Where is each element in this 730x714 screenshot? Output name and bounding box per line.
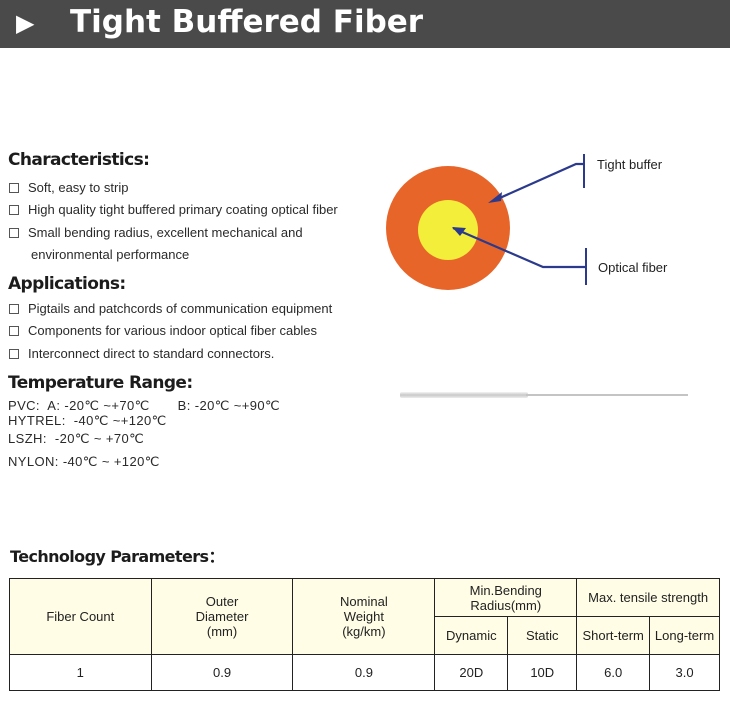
applications-heading: Applications: [8, 274, 126, 294]
table-header-row: Fiber Count Outer Diameter (mm) Nominal … [9, 578, 720, 655]
checkbox-icon [9, 348, 19, 359]
cell-fiber-count: 1 [9, 654, 152, 691]
fiber-cross-section-diagram: Tight buffer Optical fiber [380, 148, 700, 298]
characteristics-list: Soft, easy to strip High quality tight b… [8, 177, 338, 266]
temperature-pvc: PVC: A: -20℃ ~+70℃ B: -20℃ ~+90℃ [8, 398, 281, 413]
list-item: Soft, easy to strip [8, 177, 338, 199]
checkbox-icon [9, 227, 19, 238]
page-title: Tight Buffered Fiber [70, 4, 424, 40]
table-row: 1 0.9 0.9 20D 10D 6.0 3.0 [9, 654, 720, 691]
cell-static: 10D [507, 654, 578, 691]
cell-nominal-weight: 0.9 [292, 654, 436, 691]
temperature-hytrel: HYTREL: -40℃ ~+120℃ [8, 413, 167, 428]
tight-buffer-arrowhead [488, 192, 502, 203]
tight-buffer-leader [492, 162, 584, 203]
list-item-continuation: environmental performance [31, 246, 190, 262]
list-item: High quality tight buffered primary coat… [8, 199, 338, 221]
optical-fiber-core [418, 200, 478, 260]
cell-long-term: 3.0 [649, 654, 720, 691]
optical-fiber-label: Optical fiber [598, 260, 668, 275]
applications-list: Pigtails and patchcords of communication… [8, 298, 332, 365]
list-item: Small bending radius, excellent mechanic… [8, 222, 338, 244]
header-max-tensile-strength: Max. tensile strength [576, 578, 720, 617]
list-item: Components for various indoor optical fi… [8, 320, 332, 342]
cell-outer-diameter: 0.9 [150, 654, 294, 691]
header-min-bending-radius: Min.Bending Radius(mm) [434, 578, 578, 617]
header-outer-diameter: Outer Diameter (mm) [150, 578, 294, 655]
header-fiber-count: Fiber Count [9, 578, 152, 655]
header-static: Static [507, 616, 578, 655]
list-item: Pigtails and patchcords of communication… [8, 298, 332, 320]
header-short-term: Short-term [576, 616, 651, 655]
checkbox-icon [9, 183, 19, 193]
header-dynamic: Dynamic [434, 616, 509, 655]
checkbox-icon [9, 304, 19, 314]
technology-parameters-heading: Technology Parameters： [10, 547, 224, 566]
characteristics-heading: Characteristics: [8, 150, 150, 170]
fiber-strand-image [400, 392, 688, 398]
temperature-lszh: LSZH: -20℃ ~ +70℃ [8, 431, 145, 446]
list-item: Interconnect direct to standard connecto… [8, 343, 332, 365]
temperature-heading: Temperature Range: [8, 373, 193, 393]
checkbox-icon [9, 205, 19, 216]
header-long-term: Long-term [649, 616, 720, 655]
header-nominal-weight: Nominal Weight (kg/km) [292, 578, 436, 655]
tight-buffer-label: Tight buffer [597, 157, 663, 172]
optical-fiber-arrowhead [452, 227, 466, 236]
checkbox-icon [9, 326, 19, 337]
title-banner: ▶ Tight Buffered Fiber [0, 0, 730, 48]
cell-dynamic: 20D [434, 654, 509, 691]
technology-parameters-table: Fiber Count Outer Diameter (mm) Nominal … [9, 578, 720, 691]
cell-short-term: 6.0 [576, 654, 651, 691]
play-arrow-icon: ▶ [16, 10, 35, 37]
temperature-nylon: NYLON: -40℃ ~ +120℃ [8, 454, 160, 469]
fiber-diagram-svg [386, 154, 587, 290]
optical-fiber-leader [452, 226, 586, 269]
